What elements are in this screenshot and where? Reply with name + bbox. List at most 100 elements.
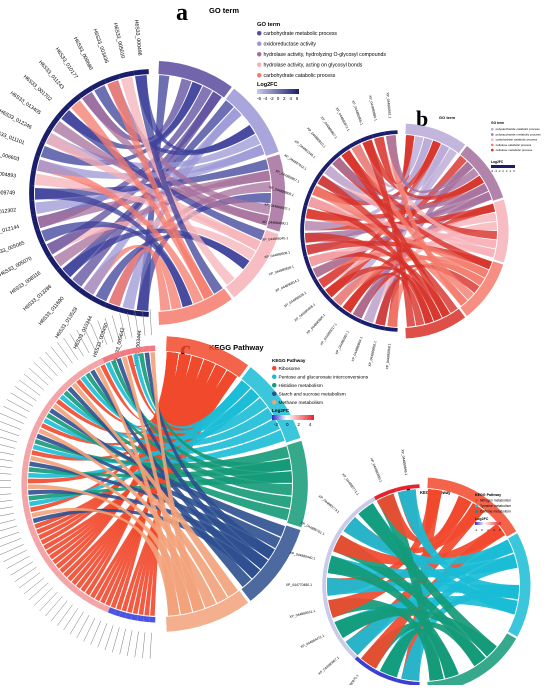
gene-arc xyxy=(29,200,37,216)
scale-tick-label: 4 xyxy=(309,422,312,427)
legend-swatch xyxy=(272,400,277,405)
chord-ribbon xyxy=(333,523,506,565)
gene-arc xyxy=(29,430,38,439)
gene-label: H6S33_013286 xyxy=(22,284,53,313)
gene-label-mark xyxy=(83,326,96,351)
panel-d-chord xyxy=(322,477,531,690)
gene-arc xyxy=(56,104,70,119)
chord-ribbon xyxy=(317,175,489,210)
panel-c-chord xyxy=(21,336,308,632)
gene-arc xyxy=(137,615,144,622)
gene-label-mark xyxy=(69,611,84,635)
gene-label-mark xyxy=(104,317,114,343)
chord-ribbon xyxy=(343,517,514,565)
panel-b-legend: GO term polysaccharide catabolic process… xyxy=(491,121,541,173)
panel-d-legend-title: KEGG Pathway xyxy=(475,493,501,497)
gene-arc xyxy=(40,550,49,559)
scale-tick-label: 0 xyxy=(502,169,504,173)
chord-ribbon xyxy=(362,139,484,200)
gene-arc xyxy=(24,447,32,456)
chord-ribbon xyxy=(351,144,474,300)
legend-label: carbohydrate catabolic process xyxy=(496,138,538,142)
gene-label-mark xyxy=(0,493,12,495)
category-arc xyxy=(460,146,504,201)
gene-arc xyxy=(86,363,95,372)
gene-arc xyxy=(29,185,35,201)
gene-label: XP_044880771.1 xyxy=(341,473,360,497)
gene-label: H6S33_010177 xyxy=(54,47,79,80)
gene-arc xyxy=(322,596,333,620)
chord-ribbon xyxy=(105,361,260,434)
gene-label-mark xyxy=(0,525,18,532)
chord-ribbon xyxy=(375,276,434,326)
panel-b-colorbar xyxy=(491,165,515,168)
chord-ribbon xyxy=(121,356,193,615)
gene-arc xyxy=(313,278,324,292)
gene-label: XP_044899508.1 xyxy=(264,250,291,259)
gene-arc xyxy=(322,550,333,574)
legend-label: cellulose metabolic process xyxy=(496,148,533,152)
gene-label-mark xyxy=(134,631,139,658)
category-arc xyxy=(427,633,517,690)
gene-label: XP_044881345.1 xyxy=(294,139,317,159)
gene-arc xyxy=(320,160,332,174)
gene-arc xyxy=(31,214,40,231)
gene-arc xyxy=(21,465,29,473)
chord-ribbon xyxy=(133,353,251,429)
chord-ribbon xyxy=(334,608,497,657)
gene-label: H6S33_004893 xyxy=(0,169,16,179)
legend-swatch xyxy=(491,133,494,136)
gene-arc xyxy=(21,471,28,479)
category-arc xyxy=(405,123,466,154)
gene-label: XP_044884472.1 xyxy=(300,634,325,650)
gene-arc xyxy=(21,495,29,503)
legend-swatch xyxy=(491,143,494,147)
panel-d-colorbar xyxy=(475,522,501,525)
gene-label-mark xyxy=(76,614,90,639)
gene-arc xyxy=(338,144,351,156)
gene-arc xyxy=(76,589,85,598)
gene-label: XP_044890017.1 xyxy=(319,322,337,346)
gene-arc xyxy=(62,578,71,587)
gene-label: XP_044889002.1 xyxy=(264,202,291,211)
gene-arc xyxy=(66,278,82,292)
legend-swatch xyxy=(257,62,262,67)
gene-label: H6S33_012144 xyxy=(0,224,20,239)
gene-arc xyxy=(46,399,55,408)
chord-ribbon xyxy=(35,144,265,215)
gene-label-mark xyxy=(112,627,120,653)
gene-label: H6S33_013405 xyxy=(9,91,42,117)
gene-arc xyxy=(339,639,358,660)
gene-arc xyxy=(300,231,305,244)
legend-swatch xyxy=(475,504,478,508)
gene-arc xyxy=(303,193,312,207)
gene-arc xyxy=(133,69,149,76)
gene-arc xyxy=(56,267,70,282)
gene-arc xyxy=(102,355,110,364)
gene-arc xyxy=(22,459,30,467)
category-arc xyxy=(166,590,249,632)
gene-arc xyxy=(78,85,94,99)
legend-label: Pentose and glucuronate interconversions xyxy=(279,374,369,380)
gene-arc xyxy=(47,255,61,271)
gene-label: XP_044880975.1 xyxy=(341,674,360,685)
gene-arc xyxy=(303,255,312,269)
gene-label: H6S33_003436 xyxy=(91,28,109,64)
gene-label: XP_044880828.1 xyxy=(268,265,294,277)
gene-label-mark xyxy=(97,320,108,345)
gene-arc xyxy=(34,419,43,428)
chord-ribbon xyxy=(37,170,271,229)
gene-arc xyxy=(90,79,107,91)
gene-arc xyxy=(372,323,386,331)
category-arc xyxy=(493,199,509,263)
gene-label-mark xyxy=(6,399,30,413)
gene-arc xyxy=(119,349,127,357)
legend-label: polysaccharide catabolic process xyxy=(496,127,541,131)
gene-arc xyxy=(29,529,38,538)
gene-arc xyxy=(384,326,398,332)
gene-label: XP_044880895.1 xyxy=(351,100,364,126)
panel-c: c KEGG Pathway KEGG Pathway RibosomePent… xyxy=(0,309,369,659)
gene-label: XP_044880810.1 xyxy=(306,127,327,149)
chord-ribbon xyxy=(52,403,228,603)
